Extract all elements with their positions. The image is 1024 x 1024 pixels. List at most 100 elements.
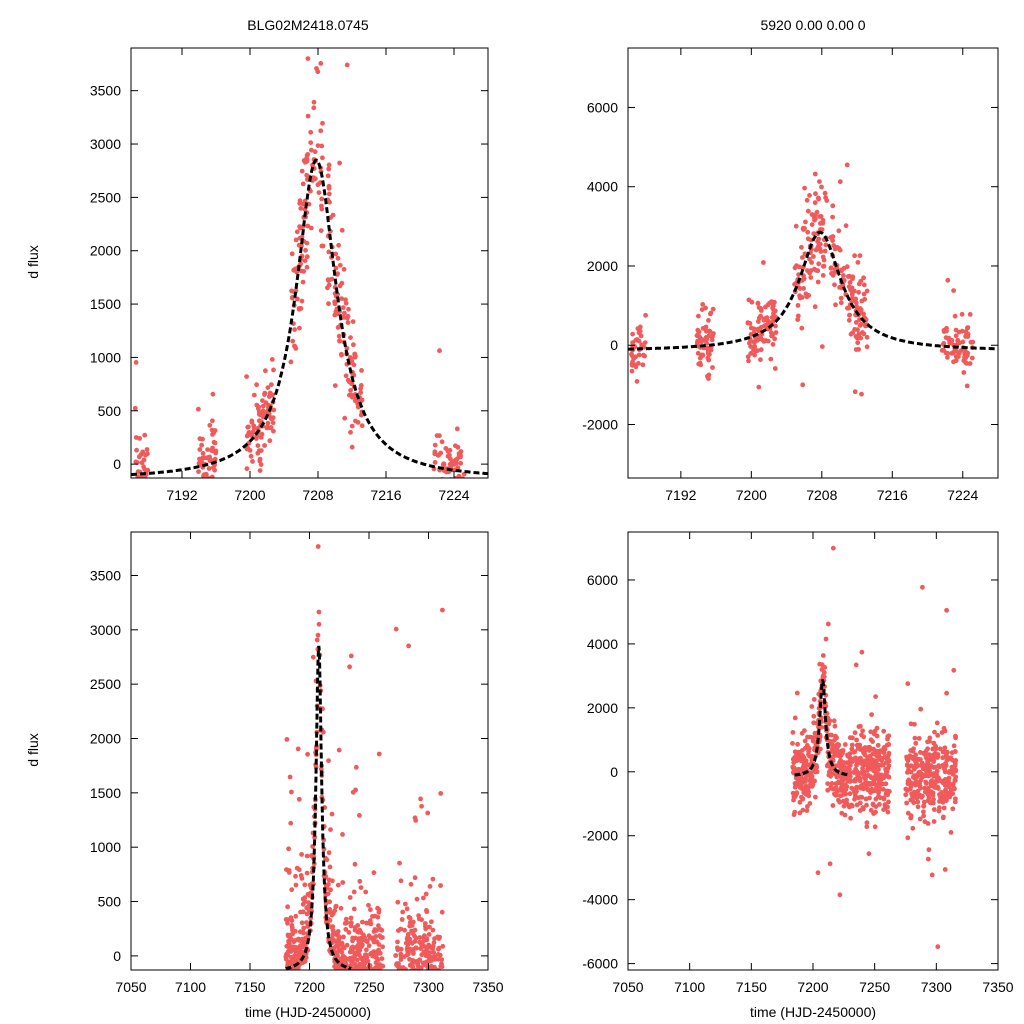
- data-point: [882, 746, 888, 752]
- data-point: [841, 791, 847, 797]
- data-point: [364, 939, 370, 945]
- data-point: [937, 805, 942, 811]
- data-point: [396, 968, 401, 970]
- data-point: [343, 927, 349, 932]
- data-point: [861, 311, 866, 317]
- data-point: [816, 261, 822, 267]
- data-point: [953, 733, 958, 739]
- data-point: [327, 907, 333, 912]
- data-point: [844, 162, 850, 168]
- data-point: [942, 795, 948, 801]
- data-point: [357, 971, 362, 976]
- data-point: [350, 789, 356, 795]
- data-point: [961, 370, 967, 375]
- data-point: [200, 484, 205, 489]
- data-point: [399, 917, 405, 922]
- data-point: [799, 244, 804, 250]
- data-point: [297, 325, 302, 331]
- data-point: [630, 340, 635, 345]
- data-point: [407, 915, 413, 921]
- data-point: [805, 789, 811, 794]
- data-point: [799, 754, 805, 760]
- data-point: [308, 129, 314, 135]
- data-point: [813, 191, 818, 197]
- data-point: [304, 853, 310, 859]
- data-point: [133, 360, 139, 365]
- data-point: [380, 944, 385, 950]
- data-point: [881, 807, 886, 812]
- data-point: [451, 462, 457, 467]
- data-point: [851, 749, 857, 755]
- data-point: [862, 774, 868, 779]
- data-point: [825, 621, 831, 627]
- data-point: [325, 891, 331, 897]
- data-point: [847, 751, 853, 756]
- data-point: [437, 433, 442, 439]
- data-point: [206, 466, 212, 471]
- data-point: [343, 373, 349, 379]
- data-point: [883, 771, 889, 777]
- data-point: [432, 966, 438, 970]
- data-point: [348, 429, 353, 435]
- data-point: [348, 388, 353, 393]
- data-point: [258, 435, 264, 440]
- data-point: [866, 851, 872, 857]
- data-point: [350, 935, 356, 941]
- data-point: [349, 423, 355, 429]
- data-point: [414, 896, 420, 902]
- data-point: [832, 771, 838, 777]
- data-point: [794, 690, 800, 696]
- data-point: [642, 340, 648, 345]
- data-point: [358, 973, 363, 978]
- data-point: [636, 352, 642, 358]
- data-point: [860, 806, 865, 812]
- data-point: [703, 305, 708, 311]
- data-point: [320, 0, 325, 5]
- data-point: [917, 780, 922, 786]
- data-point: [817, 241, 823, 247]
- data-point: [854, 759, 860, 765]
- data-point: [417, 935, 423, 940]
- data-point: [288, 820, 294, 826]
- data-point: [755, 301, 761, 306]
- y-tick-label: 0: [113, 456, 121, 472]
- data-point: [831, 243, 837, 248]
- data-point: [921, 813, 926, 819]
- data-point: [806, 293, 812, 298]
- data-point: [398, 946, 404, 952]
- y-tick-label: 2000: [90, 731, 121, 747]
- data-point: [696, 313, 701, 319]
- data-point: [199, 459, 205, 465]
- data-point: [817, 246, 823, 252]
- data-point: [868, 807, 874, 813]
- data-point: [398, 972, 403, 977]
- data-point: [288, 359, 294, 365]
- data-point: [937, 746, 943, 752]
- data-point: [315, 544, 321, 549]
- data-point: [841, 265, 847, 271]
- data-point: [202, 478, 207, 483]
- data-point: [865, 761, 871, 766]
- data-point: [376, 907, 382, 913]
- data-point: [954, 349, 960, 354]
- data-point: [134, 447, 140, 453]
- data-point: [636, 361, 641, 366]
- x-tick-label: 7300: [921, 979, 952, 995]
- data-point: [357, 927, 362, 933]
- data-point: [326, 758, 331, 764]
- data-point: [343, 297, 348, 303]
- data-point: [408, 972, 413, 977]
- data-point: [833, 302, 838, 308]
- data-point: [348, 915, 354, 921]
- data-point: [357, 813, 362, 818]
- data-point: [454, 456, 460, 462]
- data-point: [849, 290, 855, 296]
- data-point: [931, 740, 937, 746]
- data-point: [771, 307, 777, 313]
- data-point: [431, 950, 437, 955]
- data-point: [925, 798, 931, 803]
- x-tick-label: 7200: [797, 979, 828, 995]
- data-point: [142, 495, 147, 500]
- data-point: [854, 768, 860, 774]
- data-point: [454, 426, 460, 432]
